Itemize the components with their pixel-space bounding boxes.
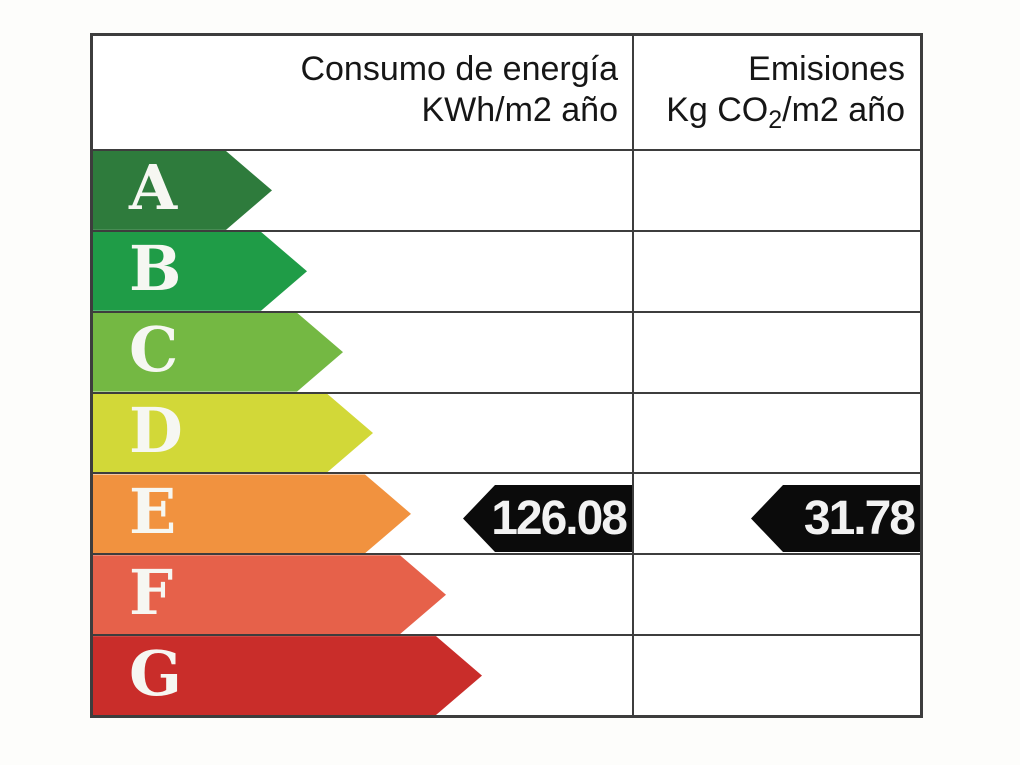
rating-row: E bbox=[93, 472, 920, 553]
rating-row: D bbox=[93, 391, 920, 473]
consumo-header-line1: Consumo de energía bbox=[300, 50, 618, 88]
rating-row: C bbox=[93, 310, 920, 392]
rating-letter: G bbox=[129, 636, 182, 710]
emisiones-header-line2: Kg CO2/m2 año bbox=[632, 90, 905, 134]
emisiones-unit-prefix: Kg CO bbox=[666, 91, 769, 129]
emisiones-value-arrow: 31.78 bbox=[751, 485, 920, 552]
consumo-header: Consumo de energía KWh/m2 año bbox=[93, 36, 632, 149]
rating-arrow-D: D bbox=[93, 394, 373, 473]
emisiones-header: Emisiones Kg CO2/m2 año bbox=[632, 36, 920, 149]
rating-letter: E bbox=[129, 474, 177, 548]
energy-rating-table: Consumo de energía KWh/m2 año Emisiones … bbox=[90, 33, 923, 718]
rating-arrow-B: B bbox=[93, 232, 307, 311]
consumo-value: 126.08 bbox=[491, 492, 628, 545]
emisiones-header-line1: Emisiones bbox=[748, 50, 905, 88]
rating-letter: D bbox=[129, 394, 183, 467]
emisiones-unit-suffix: /m2 año bbox=[782, 91, 905, 129]
rating-arrow-A: A bbox=[93, 151, 272, 230]
table-header: Consumo de energía KWh/m2 año Emisiones … bbox=[93, 36, 920, 151]
rating-row: G bbox=[93, 634, 920, 715]
emisiones-value: 31.78 bbox=[803, 492, 916, 545]
rating-arrow-F: F bbox=[93, 555, 446, 634]
consumo-value-arrow: 126.08 bbox=[463, 485, 632, 552]
consumo-header-line2: KWh/m2 año bbox=[421, 91, 618, 129]
co2-subscript: 2 bbox=[768, 106, 783, 134]
rating-letter: A bbox=[129, 151, 178, 225]
rating-arrow-C: C bbox=[93, 313, 343, 392]
rating-row: B bbox=[93, 229, 920, 311]
rating-letter: C bbox=[129, 313, 179, 387]
rating-row: F bbox=[93, 553, 920, 634]
rating-letter: B bbox=[129, 232, 182, 306]
rating-letter: F bbox=[129, 555, 174, 629]
rating-arrow-E: E bbox=[93, 474, 411, 553]
rating-row: A bbox=[93, 151, 920, 230]
rating-arrow-G: G bbox=[93, 636, 482, 715]
column-divider bbox=[632, 36, 634, 715]
rating-rows: 126.08 31.78 A B C D E F bbox=[93, 151, 920, 715]
